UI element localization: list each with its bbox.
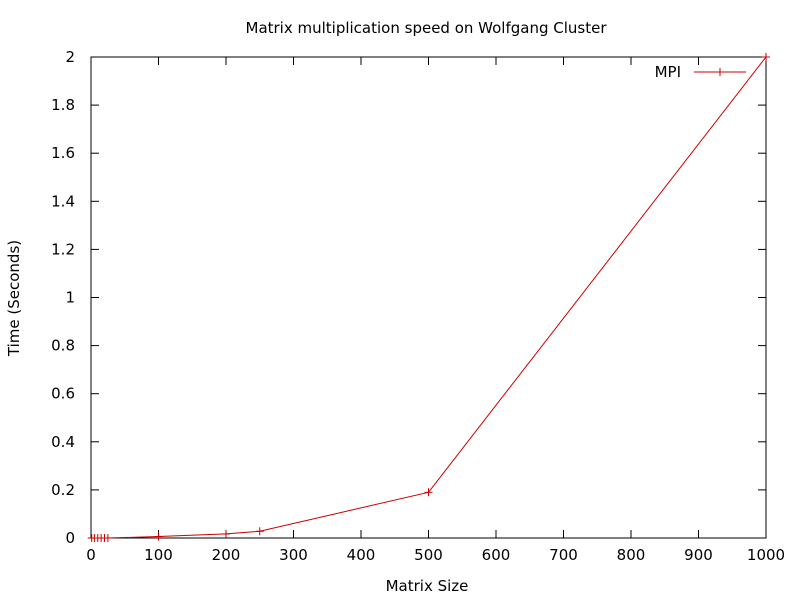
y-tick-label: 0.6: [51, 385, 75, 403]
x-tick-label: 1000: [747, 546, 785, 564]
x-tick-label: 900: [684, 546, 713, 564]
x-axis-label: Matrix Size: [386, 577, 469, 595]
x-tick-label: 700: [549, 546, 578, 564]
series-layer: [87, 53, 770, 542]
series-line-mpi: [91, 56, 767, 539]
legend-marker-mpi: [716, 68, 724, 76]
data-point: [424, 488, 433, 497]
y-axis: 0 0.2 0.4 0.6 0.8 1 1.2 1.4 1.6 1.8 2: [51, 48, 766, 547]
legend: MPI: [655, 63, 746, 81]
y-tick-label: 2: [65, 48, 75, 66]
legend-label-mpi: MPI: [655, 63, 681, 81]
y-tick-label: 0.8: [51, 337, 75, 355]
x-tick-label: 0: [86, 546, 96, 564]
plot-frame: [90, 56, 767, 539]
y-tick-label: 0.4: [51, 433, 75, 451]
y-tick-label: 0: [65, 529, 75, 547]
x-tick-label: 300: [279, 546, 308, 564]
y-tick-label: 1: [65, 289, 75, 307]
data-point: [762, 53, 770, 61]
x-tick-label: 500: [414, 546, 443, 564]
x-tick-label: 600: [482, 546, 511, 564]
y-tick-label: 0.2: [51, 481, 75, 499]
data-point: [222, 529, 230, 538]
y-axis-label: Time (Seconds): [5, 240, 23, 357]
x-axis: 0 100 200 300 400 500 600 700 800 900 1000: [86, 57, 785, 564]
x-tick-label: 100: [144, 546, 173, 564]
x-tick-label: 800: [617, 546, 646, 564]
y-tick-label: 1.6: [51, 144, 75, 162]
data-point: [103, 534, 112, 542]
chart-title: Matrix multiplication speed on Wolfgang …: [246, 19, 608, 37]
x-tick-label: 400: [347, 546, 376, 564]
data-point: [255, 527, 264, 536]
x-tick-label: 200: [212, 546, 241, 564]
legend-plus-marker: [716, 68, 724, 76]
y-tick-label: 1.8: [51, 96, 75, 114]
y-tick-label: 1.4: [51, 192, 75, 210]
data-point: [154, 532, 163, 541]
y-tick-label: 1.2: [51, 240, 75, 258]
